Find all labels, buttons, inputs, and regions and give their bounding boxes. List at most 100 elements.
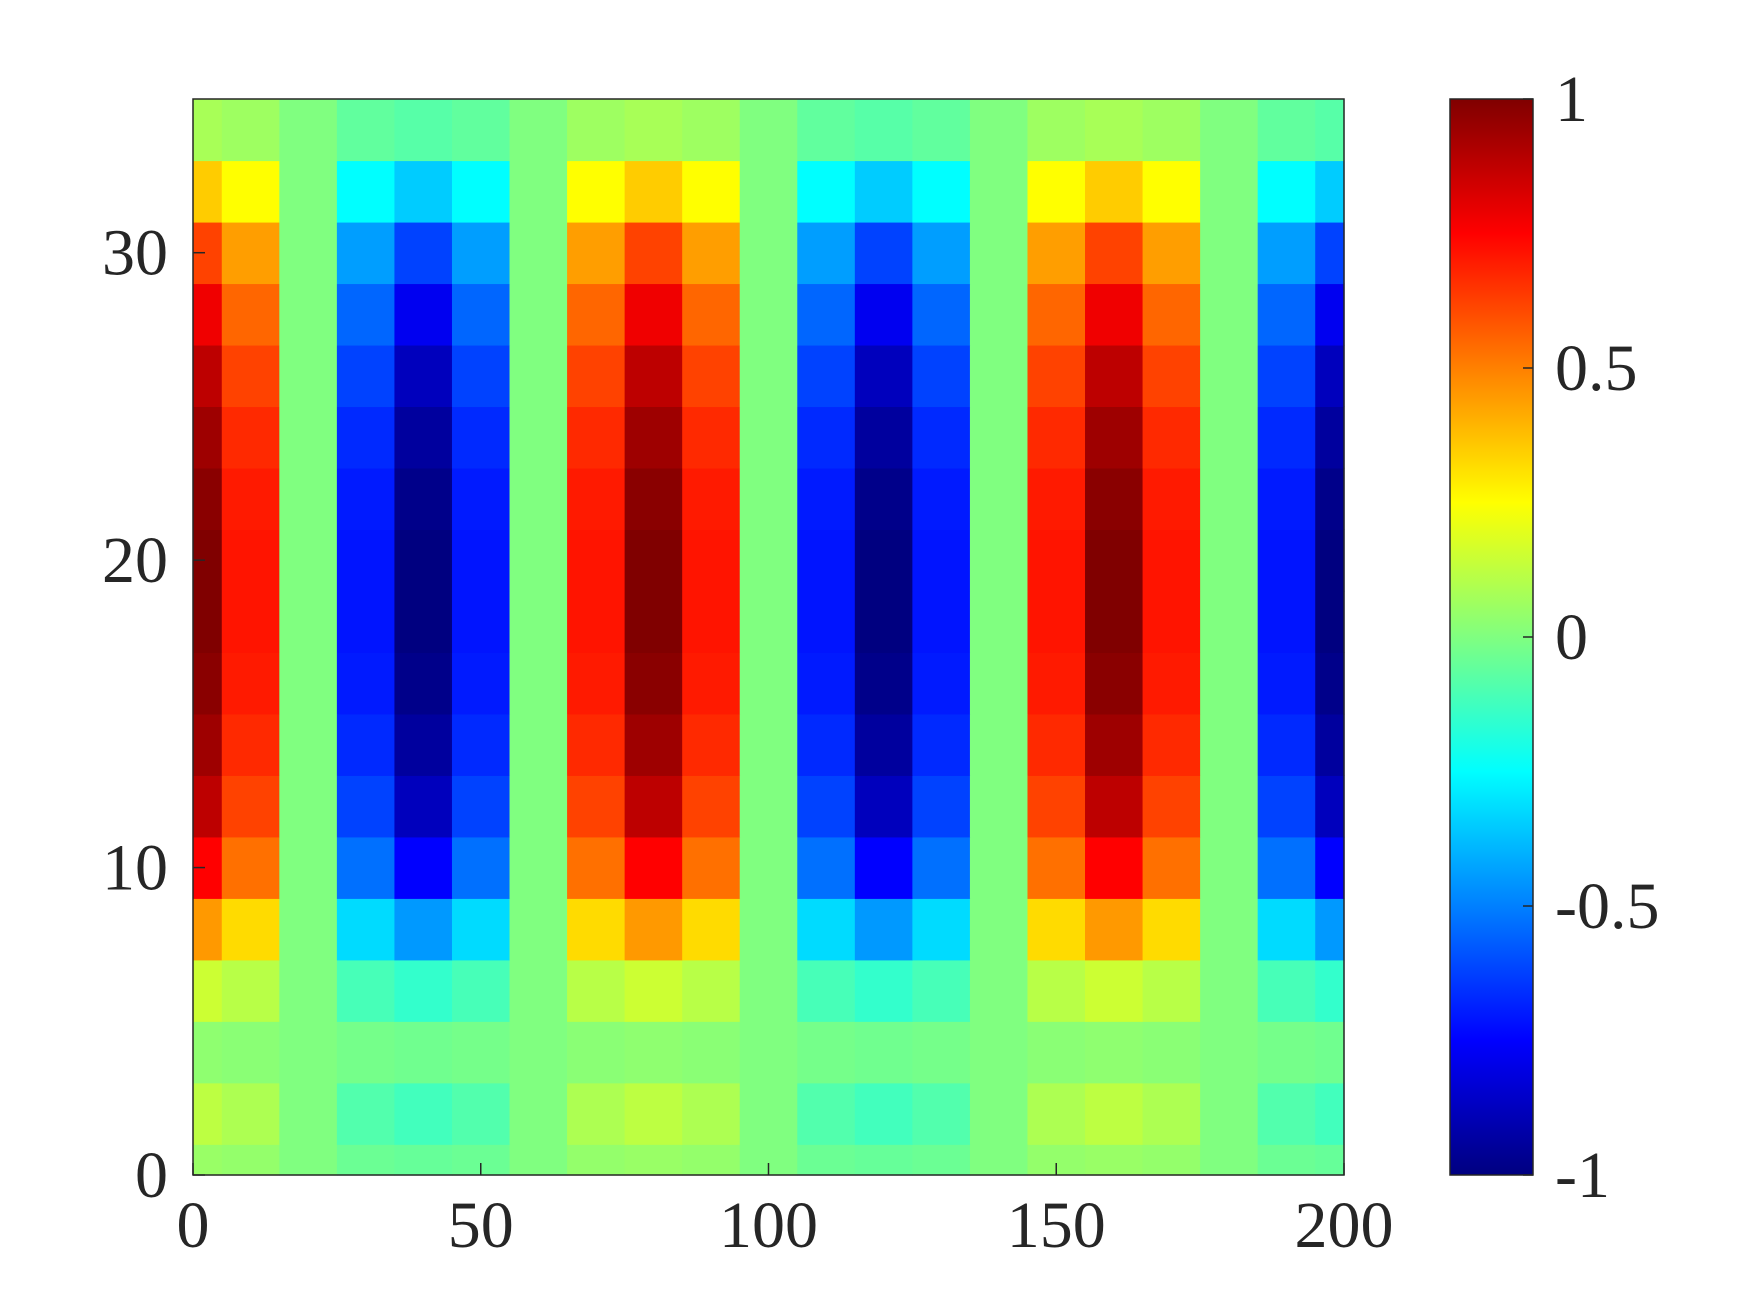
heat-cell — [279, 1082, 338, 1145]
heat-cell — [1200, 898, 1259, 961]
heat-cell — [1257, 713, 1316, 776]
heat-cell — [336, 652, 396, 715]
heat-cell — [567, 713, 626, 776]
heat-cell — [1315, 713, 1345, 776]
heat-cell — [1085, 283, 1144, 346]
heat-cell — [682, 529, 741, 592]
heat-cell — [739, 160, 798, 223]
heat-cell — [797, 836, 856, 899]
heat-cell — [682, 959, 741, 1022]
heat-cell — [451, 836, 511, 899]
heat-cell — [1315, 836, 1345, 899]
heat-cell — [1027, 1021, 1086, 1084]
heat-cell — [1200, 959, 1259, 1022]
heat-cell — [394, 283, 453, 346]
heat-cell — [1315, 1082, 1345, 1145]
heat-cell — [221, 344, 280, 408]
heat-cell — [1257, 160, 1316, 223]
heat-cell — [912, 959, 971, 1022]
heat-cell — [1027, 1082, 1086, 1145]
heat-cell — [394, 898, 453, 961]
heat-cell — [509, 713, 568, 776]
heat-cell — [509, 467, 568, 530]
heat-cell — [567, 836, 626, 899]
heat-cell — [854, 713, 913, 776]
heat-cell — [1257, 467, 1316, 530]
heat-cell — [336, 959, 396, 1022]
heat-cell — [797, 713, 856, 776]
heat-cell — [1027, 160, 1086, 223]
heat-cell — [394, 1021, 453, 1084]
heat-cell — [509, 775, 568, 838]
heat-cell — [279, 406, 338, 469]
heat-cell — [509, 898, 568, 961]
heat-cell — [567, 221, 626, 285]
heat-cell — [394, 1082, 453, 1145]
heat-cell — [1315, 344, 1345, 408]
colorbar-tick-label: -1 — [1555, 1139, 1610, 1212]
heat-cell — [624, 160, 683, 223]
colorbar-tick-label: 0 — [1555, 601, 1588, 674]
heat-cell — [969, 775, 1029, 838]
heat-cell — [1142, 590, 1201, 653]
heat-cell — [394, 344, 453, 408]
heat-cell — [1257, 652, 1316, 715]
heat-cell — [567, 344, 626, 408]
heat-cell — [193, 99, 223, 162]
heat-cell — [193, 406, 223, 469]
heat-cell — [567, 99, 626, 162]
heat-cell — [451, 344, 511, 408]
heat-cell — [336, 467, 396, 530]
heat-cell — [1142, 221, 1201, 285]
heat-cell — [567, 529, 626, 592]
heat-cell — [739, 406, 798, 469]
heat-cell — [739, 221, 798, 285]
heat-cell — [1315, 590, 1345, 653]
heat-cell — [509, 344, 568, 408]
heat-cell — [451, 406, 511, 469]
heat-cell — [1027, 959, 1086, 1022]
heat-cell — [279, 1144, 338, 1176]
heat-cell — [1200, 160, 1259, 223]
heat-cell — [682, 1144, 741, 1176]
heat-cell — [279, 713, 338, 776]
heat-cell — [336, 1021, 396, 1084]
heat-cell — [1085, 99, 1144, 162]
heat-cell — [567, 959, 626, 1022]
heat-cell — [279, 467, 338, 530]
heat-cell — [624, 652, 683, 715]
heat-cell — [1142, 1144, 1201, 1176]
heat-cell — [567, 160, 626, 223]
heat-cell — [1315, 775, 1345, 838]
heat-cell — [682, 406, 741, 469]
heat-cell — [624, 406, 683, 469]
heat-cell — [1200, 99, 1259, 162]
heat-cell — [797, 467, 856, 530]
heat-cell — [1027, 898, 1086, 961]
heat-cell — [1027, 221, 1086, 285]
heat-cell — [797, 406, 856, 469]
heat-cell — [279, 836, 338, 899]
heat-cell — [1085, 529, 1144, 592]
heat-cell — [193, 590, 223, 653]
heat-cell — [509, 1021, 568, 1084]
heat-cell — [624, 99, 683, 162]
heat-cell — [394, 713, 453, 776]
heat-cell — [1315, 1144, 1345, 1176]
heat-cell — [221, 1144, 280, 1176]
heat-cell — [336, 713, 396, 776]
heat-cell — [394, 406, 453, 469]
heat-cell — [1142, 467, 1201, 530]
heat-cell — [1315, 959, 1345, 1022]
heat-cell — [279, 529, 338, 592]
heat-cell — [1200, 344, 1259, 408]
heat-cell — [739, 959, 798, 1022]
heat-cell — [1315, 898, 1345, 961]
heat-cell — [451, 221, 511, 285]
heat-cell — [394, 467, 453, 530]
heat-cell — [739, 898, 798, 961]
heat-cell — [193, 959, 223, 1022]
heat-cell — [624, 283, 683, 346]
heat-cell — [394, 836, 453, 899]
heat-cell — [394, 775, 453, 838]
